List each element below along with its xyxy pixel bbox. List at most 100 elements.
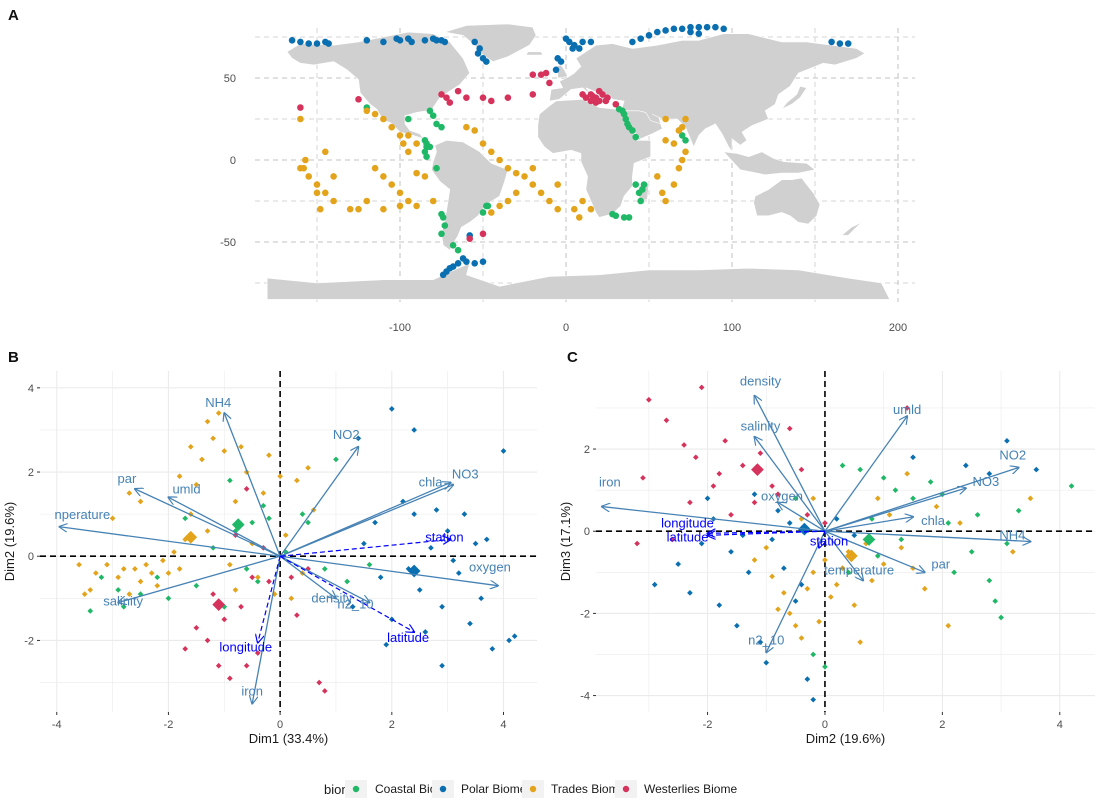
map-point: [479, 209, 487, 216]
map-point: [496, 156, 503, 164]
individual-point: [444, 528, 451, 534]
individual-point: [76, 561, 82, 568]
label-oxygen: oxygen: [469, 560, 511, 575]
individual-point: [904, 405, 910, 411]
label-NO2: NO2: [999, 448, 1026, 463]
individual-point: [675, 561, 682, 567]
individual-point: [81, 591, 88, 597]
x-tick-b: -2: [164, 719, 174, 731]
map-point: [557, 58, 565, 65]
individual-point: [822, 557, 828, 563]
individual-point: [232, 587, 239, 593]
individual-point: [898, 544, 905, 551]
individual-point: [1004, 438, 1010, 444]
map-point: [317, 205, 324, 213]
panel-letter-a: A: [8, 7, 19, 24]
map-point: [579, 91, 586, 98]
map-point: [695, 23, 703, 31]
supplementary-variables-b: [258, 539, 451, 642]
map-point: [504, 164, 512, 172]
individual-point: [411, 511, 417, 517]
map-point: [675, 164, 683, 172]
map-point: [325, 40, 332, 47]
individual-point: [704, 495, 711, 502]
map-point: [695, 30, 703, 38]
individual-point: [154, 574, 161, 581]
individual-point: [751, 557, 758, 563]
individual-point: [210, 435, 216, 442]
map-point: [371, 110, 379, 118]
map-point: [429, 197, 437, 205]
map-point: [579, 38, 586, 46]
map-point: [546, 197, 553, 205]
map-point: [552, 66, 560, 74]
land-iceland: [525, 51, 544, 56]
map-point: [330, 173, 337, 180]
map-point: [670, 25, 678, 33]
individual-point: [115, 574, 122, 581]
individual-point: [687, 499, 693, 506]
map-point: [363, 107, 371, 115]
individual-point: [781, 565, 787, 572]
map-point: [625, 214, 633, 221]
individual-point: [294, 477, 300, 484]
map-point: [479, 230, 487, 238]
map-point: [443, 94, 450, 101]
x-tick-c: 0: [822, 719, 828, 731]
map-point: [355, 96, 362, 103]
variable-labels-b: NH4 NO2 NO3 chla par umld nperature salinity den…: [55, 395, 511, 698]
arrow-chla: [824, 517, 913, 532]
map-x-tick: 200: [889, 322, 907, 334]
map-point: [687, 23, 694, 31]
sample-points: [288, 23, 852, 279]
map-point: [413, 202, 420, 210]
map-point: [388, 181, 396, 188]
map-point: [678, 156, 686, 164]
individual-point: [786, 425, 793, 432]
map-y-tick: 50: [224, 73, 236, 85]
map-point: [504, 197, 512, 205]
label-n2_10: n2_10: [337, 597, 373, 612]
label-iron: iron: [599, 475, 621, 490]
individual-point: [104, 561, 110, 568]
map-point: [463, 123, 470, 131]
label-latitude: latitude: [667, 529, 709, 544]
map-point: [313, 40, 321, 47]
map-point: [678, 25, 686, 33]
supplementary-variables-c: [708, 531, 825, 547]
individual-point: [288, 595, 295, 602]
map-point: [400, 140, 407, 147]
individual-point: [880, 474, 887, 481]
individual-point: [763, 659, 770, 666]
individual-point: [886, 511, 893, 518]
label-temperature: temperature: [824, 563, 894, 578]
individual-point: [669, 536, 676, 543]
individual-point: [500, 448, 507, 454]
individual-point: [467, 620, 473, 627]
map-point: [396, 132, 404, 139]
map-point: [408, 38, 415, 46]
individual-point: [288, 574, 295, 581]
individual-point: [910, 495, 916, 502]
map-point: [537, 71, 545, 79]
arrow-salinity: [118, 555, 281, 602]
label-station: station: [810, 534, 848, 549]
map-point: [454, 246, 462, 254]
individual-point: [98, 574, 105, 581]
individual-point: [439, 662, 445, 669]
map-point: [637, 35, 644, 42]
individual-point: [126, 490, 133, 496]
individual-point: [221, 616, 228, 623]
biome-centroid: [212, 598, 226, 612]
map-point: [595, 87, 603, 95]
label-NH4: NH4: [999, 528, 1025, 543]
map-axis-ticks: -100 0 100 200 -50 0 50: [220, 73, 907, 334]
map-point: [529, 91, 537, 98]
individual-point: [148, 570, 155, 576]
map-point: [446, 99, 454, 106]
individual-point: [305, 464, 311, 471]
land-new-zealand: [840, 222, 862, 236]
individual-point: [176, 566, 183, 572]
label-NO2: NO2: [333, 427, 360, 442]
x-axis-title-b: Dim1 (33.4%): [249, 731, 328, 746]
